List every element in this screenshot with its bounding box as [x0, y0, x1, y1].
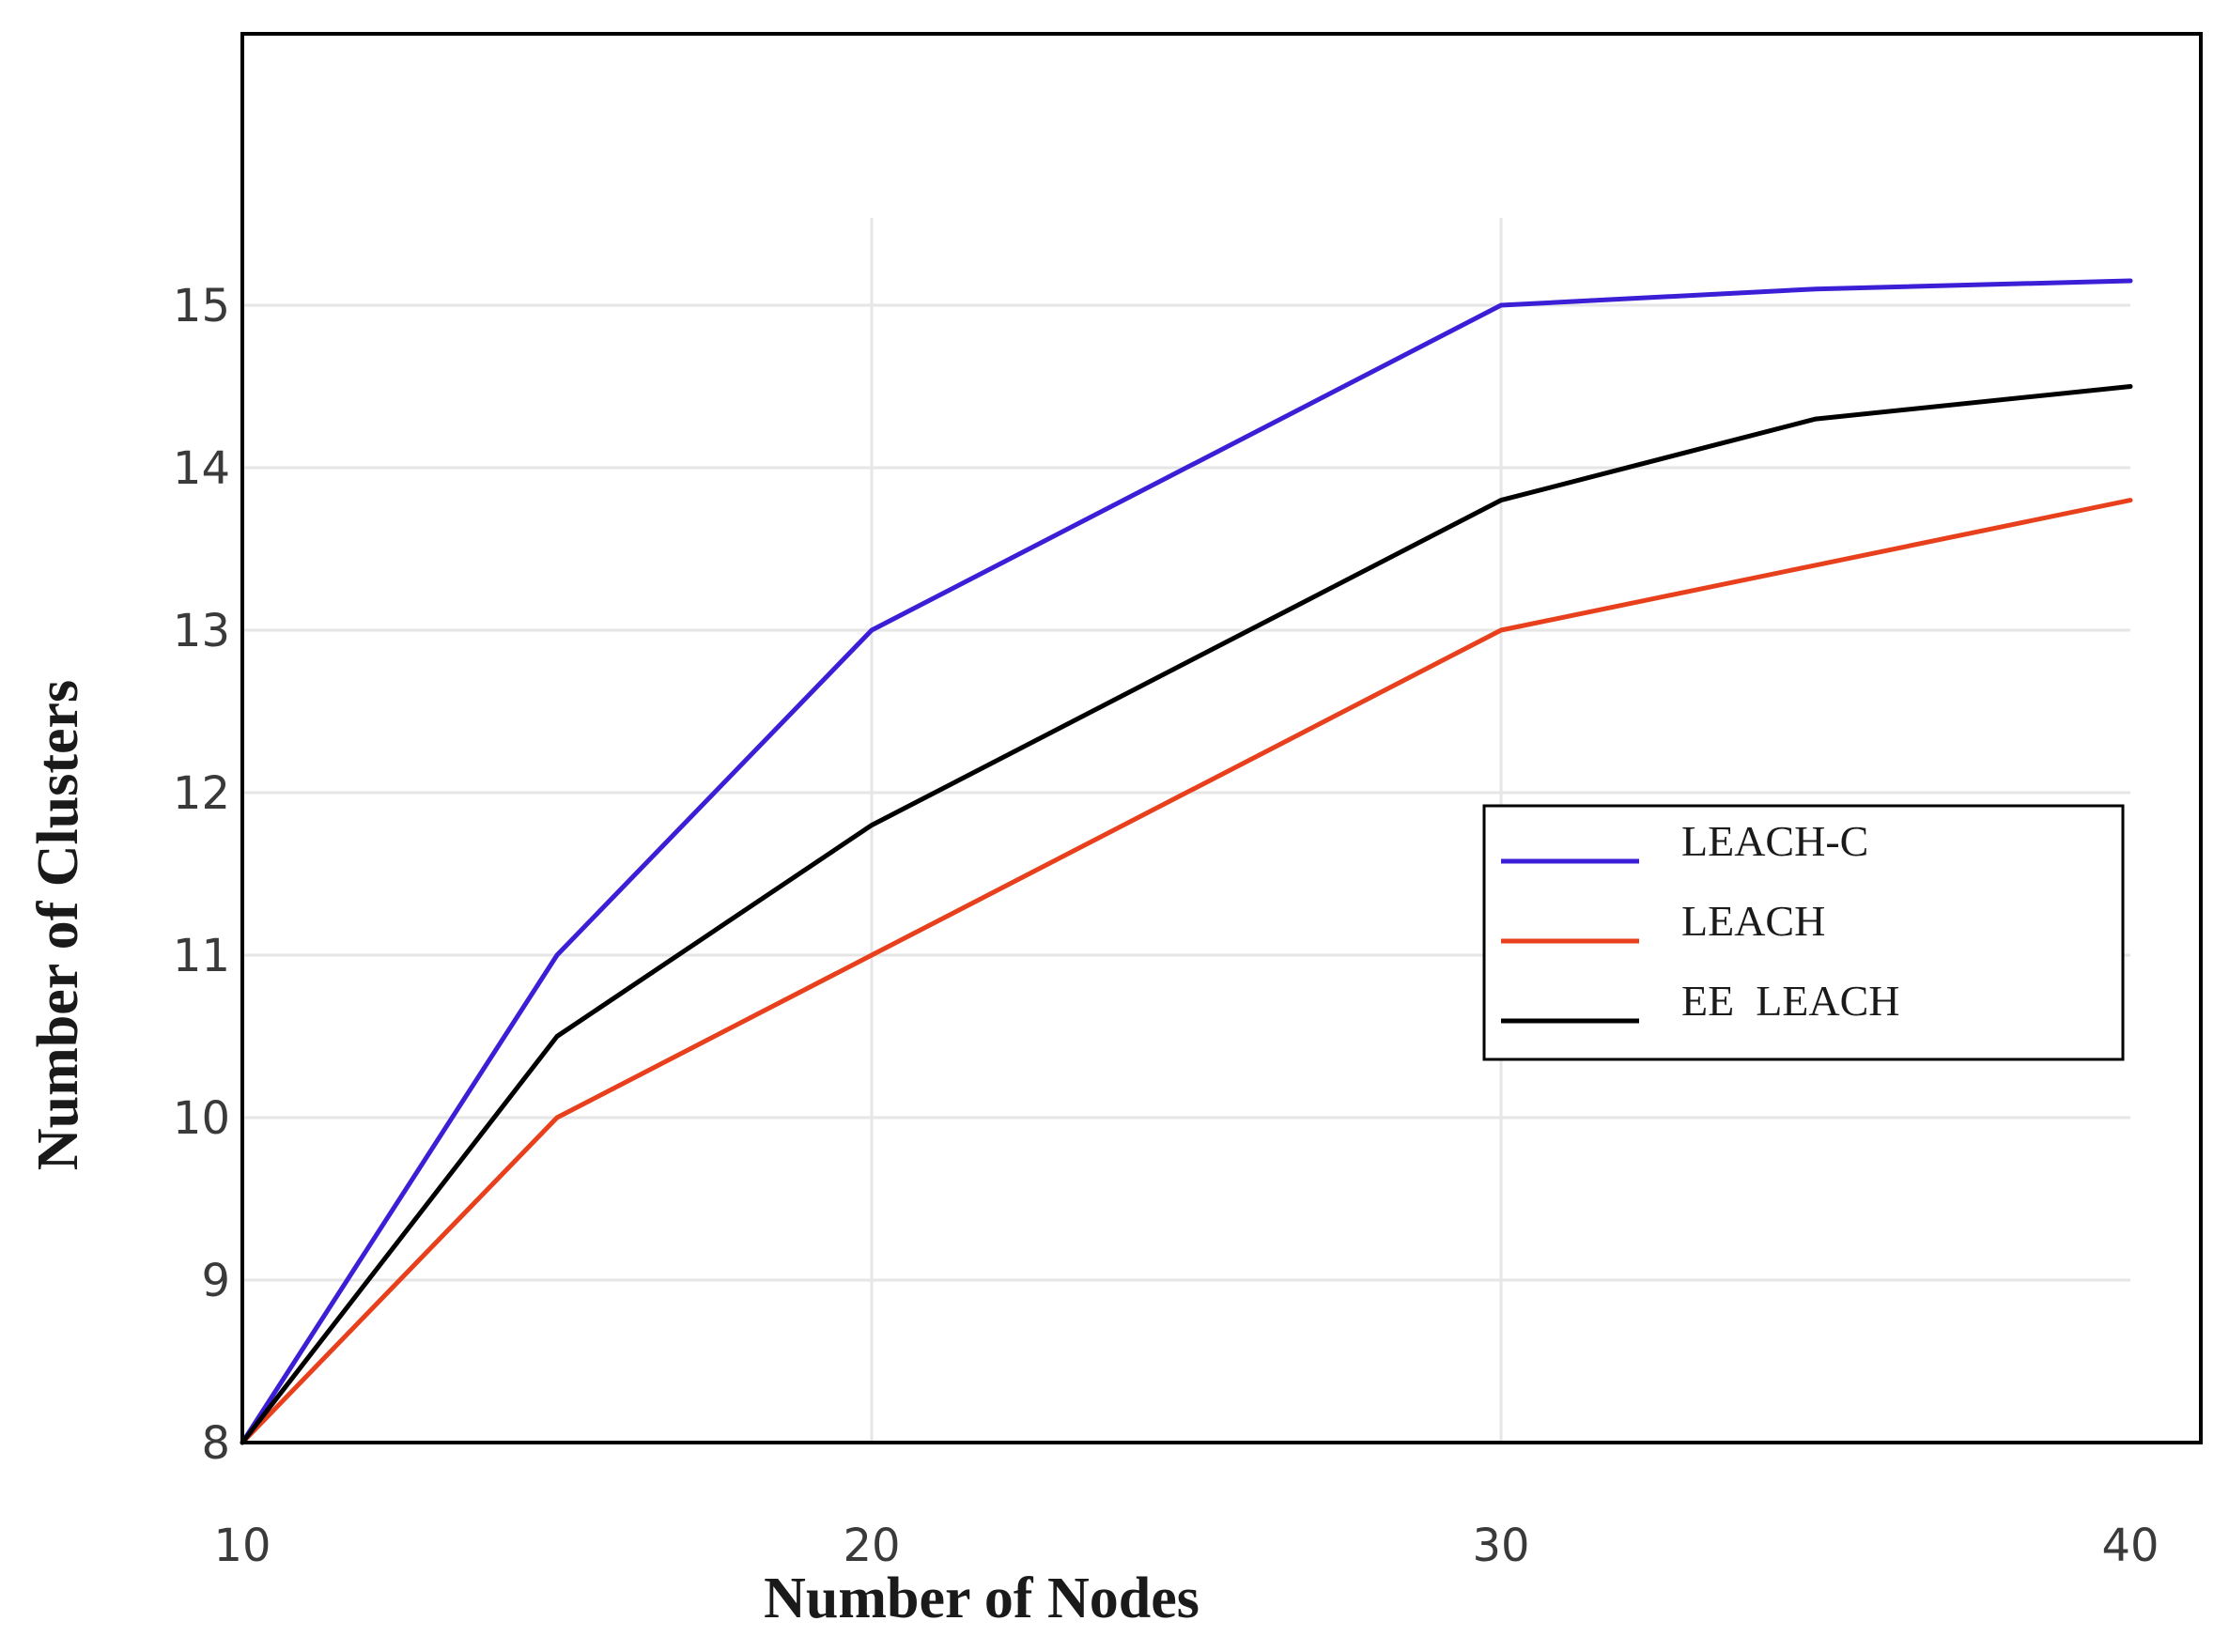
x-tick-label: 30 [1472, 1520, 1529, 1572]
series-line-ee-leach [240, 384, 2133, 1445]
series-line-leach-c [240, 278, 2133, 1445]
x-tick-labels: 10 20 30 40 [213, 1520, 2159, 1572]
series-lines [240, 278, 2133, 1445]
y-tick-label: 12 [173, 767, 230, 820]
x-tick-label: 10 [213, 1520, 271, 1572]
legend-label: LEACH [1681, 897, 1825, 945]
y-tick-label: 15 [173, 280, 230, 332]
legend-label: EE LEACH [1681, 977, 1900, 1025]
y-tick-label: 14 [173, 442, 230, 495]
y-tick-label: 8 [201, 1417, 230, 1470]
plot-frame [240, 32, 2203, 1444]
y-axis-title: Number of Clusters [26, 680, 90, 1170]
legend-label: LEACH-C [1681, 817, 1868, 865]
y-tick-labels: 8 9 10 11 12 13 14 15 [173, 280, 230, 1470]
legend-box [1482, 804, 2125, 1061]
x-tick-label: 20 [843, 1520, 900, 1572]
legend-items: LEACH-C LEACH EE LEACH [1501, 817, 1900, 1025]
legend: LEACH-C LEACH EE LEACH [1482, 804, 2125, 1061]
y-tick-label: 11 [173, 930, 230, 982]
x-axis-title: Number of Nodes [764, 1567, 1200, 1630]
y-tick-label: 10 [173, 1092, 230, 1145]
x-tick-label: 40 [2101, 1520, 2159, 1572]
series-line-leach [240, 498, 2133, 1445]
y-tick-label: 13 [173, 605, 230, 657]
y-tick-label: 9 [201, 1255, 230, 1307]
